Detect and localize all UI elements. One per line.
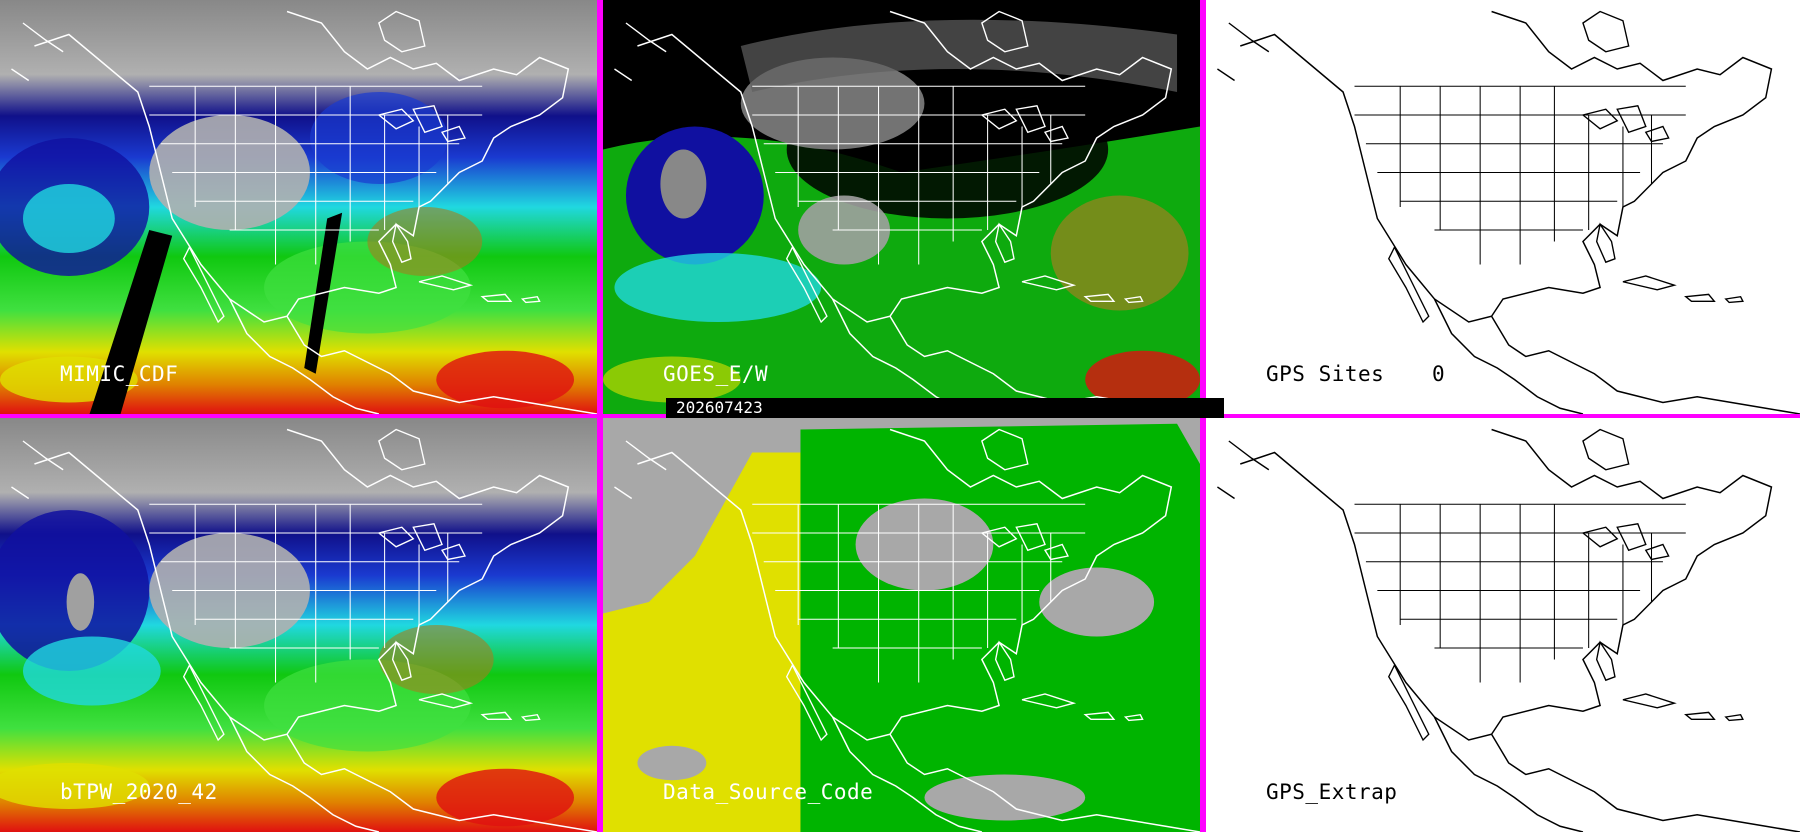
- panel-label: MIMIC_CDF: [60, 362, 179, 386]
- panel-mimic-cdf: MIMIC_CDF: [0, 0, 597, 414]
- outline-map-1: [1216, 10, 1800, 414]
- panel-label: GOES_E/W: [663, 362, 769, 386]
- timestamp-bar: 202607423: [666, 398, 1224, 418]
- site-count: 0: [1432, 362, 1445, 386]
- goes-map: [603, 0, 1200, 414]
- outline-map-2: [1216, 428, 1800, 832]
- panel-label: Data_Source_Code: [663, 780, 874, 804]
- source-map: [603, 418, 1200, 832]
- panel-gps-extrap: GPS_Extrap: [1206, 418, 1800, 832]
- panel-data-source-code: Data_Source_Code: [603, 418, 1200, 832]
- panel-label: GPS_Extrap: [1266, 780, 1398, 804]
- panel-label: GPS Sites: [1266, 362, 1385, 386]
- tpw-map-1: [0, 0, 597, 414]
- tpw-map-2: [0, 418, 597, 832]
- panel-btpw: bTPW_2020_42: [0, 418, 597, 832]
- panel-gps-sites: GPS Sites 0: [1206, 0, 1800, 414]
- panel-goes-ew: GOES_E/W: [603, 0, 1200, 414]
- panel-label: bTPW_2020_42: [60, 780, 218, 804]
